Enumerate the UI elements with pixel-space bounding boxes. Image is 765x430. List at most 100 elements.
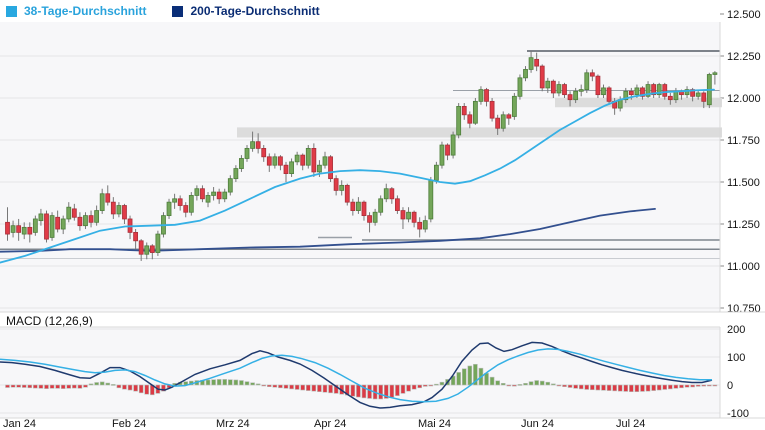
candle[interactable] bbox=[211, 191, 216, 196]
candle[interactable] bbox=[322, 156, 328, 166]
candle[interactable] bbox=[266, 156, 272, 166]
candle[interactable] bbox=[667, 95, 673, 101]
candle[interactable] bbox=[545, 80, 551, 89]
candle[interactable] bbox=[690, 89, 696, 97]
candle[interactable] bbox=[422, 220, 428, 230]
candle[interactable] bbox=[149, 245, 155, 253]
candle[interactable] bbox=[305, 147, 311, 166]
candle[interactable] bbox=[562, 84, 567, 96]
candle[interactable] bbox=[300, 154, 306, 166]
candle[interactable] bbox=[439, 144, 445, 166]
candle[interactable] bbox=[651, 84, 657, 96]
candle[interactable] bbox=[194, 188, 200, 196]
candle[interactable] bbox=[584, 72, 590, 91]
candle[interactable] bbox=[333, 178, 339, 191]
candle[interactable] bbox=[294, 154, 300, 163]
candle[interactable] bbox=[534, 58, 540, 67]
candle[interactable] bbox=[478, 89, 484, 102]
candle[interactable] bbox=[406, 211, 411, 220]
candle[interactable] bbox=[567, 94, 573, 101]
candle[interactable] bbox=[634, 87, 640, 96]
candle[interactable] bbox=[205, 195, 211, 203]
candle[interactable] bbox=[361, 201, 367, 217]
candle[interactable] bbox=[233, 168, 239, 180]
candle[interactable] bbox=[250, 141, 255, 149]
candle[interactable] bbox=[383, 188, 389, 200]
candle[interactable] bbox=[394, 198, 400, 211]
candle[interactable] bbox=[239, 158, 244, 169]
candle[interactable] bbox=[55, 216, 61, 230]
candle[interactable] bbox=[467, 114, 473, 124]
candle[interactable] bbox=[339, 184, 345, 191]
candle[interactable] bbox=[411, 211, 417, 223]
candle[interactable] bbox=[10, 225, 16, 233]
candle[interactable] bbox=[601, 87, 606, 96]
candle[interactable] bbox=[595, 75, 601, 96]
candle[interactable] bbox=[489, 100, 495, 119]
candle[interactable] bbox=[578, 89, 584, 92]
candle[interactable] bbox=[433, 164, 439, 181]
candle[interactable] bbox=[450, 134, 456, 156]
candle[interactable] bbox=[133, 231, 139, 242]
candle[interactable] bbox=[523, 69, 528, 79]
candle[interactable] bbox=[71, 208, 77, 218]
candle[interactable] bbox=[350, 201, 356, 211]
candle[interactable] bbox=[138, 240, 144, 255]
candle[interactable] bbox=[60, 218, 66, 230]
candle[interactable] bbox=[188, 195, 194, 213]
candle[interactable] bbox=[573, 90, 579, 101]
candle[interactable] bbox=[417, 221, 423, 230]
candle[interactable] bbox=[32, 218, 38, 233]
candle[interactable] bbox=[328, 156, 333, 180]
candle[interactable] bbox=[172, 198, 178, 203]
candle[interactable] bbox=[367, 215, 372, 223]
candle[interactable] bbox=[5, 221, 10, 235]
candle[interactable] bbox=[261, 147, 267, 158]
candle[interactable] bbox=[38, 213, 44, 222]
candle[interactable] bbox=[166, 201, 172, 217]
candle[interactable] bbox=[511, 95, 517, 117]
candle[interactable] bbox=[695, 92, 701, 97]
candle[interactable] bbox=[244, 147, 250, 159]
candle[interactable] bbox=[428, 179, 434, 220]
candle[interactable] bbox=[278, 156, 283, 166]
candle[interactable] bbox=[21, 226, 27, 235]
candle[interactable] bbox=[640, 87, 645, 97]
legend-item-ma38[interactable]: 38-Tage-Durchschnitt bbox=[6, 3, 146, 19]
candle[interactable] bbox=[472, 100, 478, 124]
candle[interactable] bbox=[116, 205, 122, 215]
candle[interactable] bbox=[539, 65, 545, 89]
candle[interactable] bbox=[517, 77, 523, 97]
candle[interactable] bbox=[589, 72, 595, 77]
candle[interactable] bbox=[712, 72, 718, 75]
candle[interactable] bbox=[445, 144, 450, 156]
candle[interactable] bbox=[289, 161, 294, 174]
candle[interactable] bbox=[656, 84, 662, 96]
candle[interactable] bbox=[500, 114, 506, 129]
candle[interactable] bbox=[495, 117, 501, 129]
candle[interactable] bbox=[110, 201, 116, 215]
candle[interactable] bbox=[344, 184, 350, 203]
candle[interactable] bbox=[684, 89, 690, 96]
candle[interactable] bbox=[16, 225, 22, 233]
candle[interactable] bbox=[83, 215, 88, 227]
candle[interactable] bbox=[311, 147, 317, 173]
candle[interactable] bbox=[66, 206, 72, 220]
candle[interactable] bbox=[272, 156, 278, 166]
candle[interactable] bbox=[456, 106, 462, 136]
candle[interactable] bbox=[400, 210, 406, 220]
candle[interactable] bbox=[144, 245, 150, 255]
candle[interactable] bbox=[372, 211, 378, 223]
legend-item-ma200[interactable]: 200-Tage-Durchschnitt bbox=[172, 3, 320, 19]
candle[interactable] bbox=[255, 141, 261, 149]
candle[interactable] bbox=[155, 233, 161, 253]
candle[interactable] bbox=[27, 226, 33, 235]
candle[interactable] bbox=[183, 205, 189, 213]
candle[interactable] bbox=[606, 87, 612, 102]
candle[interactable] bbox=[77, 216, 83, 227]
candle[interactable] bbox=[556, 84, 562, 94]
candle[interactable] bbox=[88, 215, 94, 223]
candle[interactable] bbox=[283, 164, 289, 174]
candle[interactable] bbox=[99, 193, 105, 211]
